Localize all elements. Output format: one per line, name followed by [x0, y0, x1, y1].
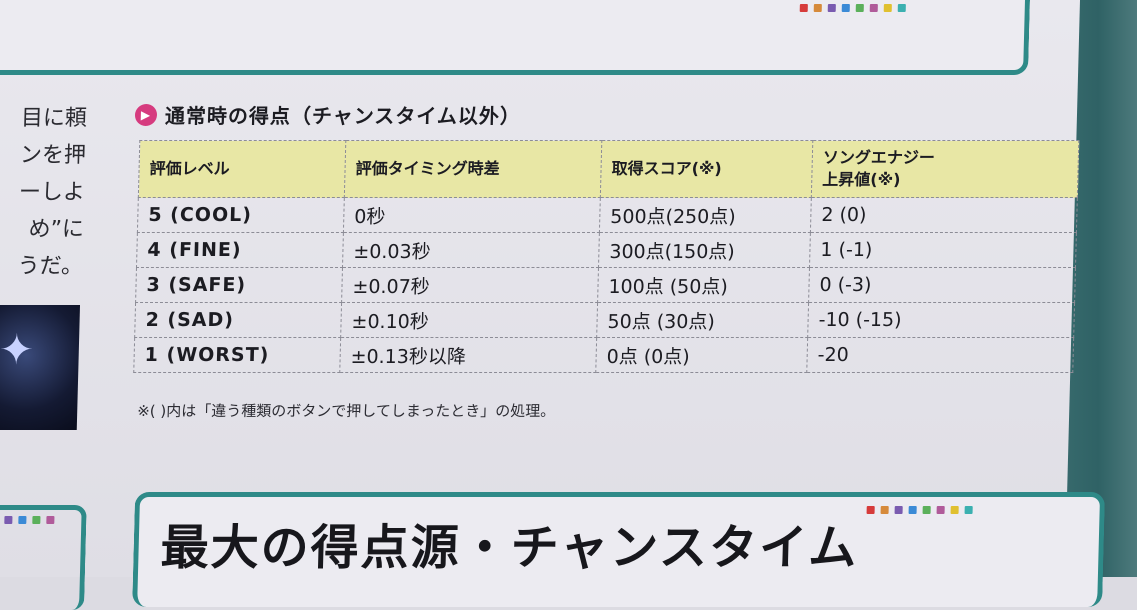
cell-energy: -20	[806, 337, 1074, 373]
cell-timing: 0秒	[343, 197, 601, 233]
cell-energy: 0 (-3)	[808, 267, 1076, 303]
play-triangle-icon: ▶	[134, 103, 158, 126]
color-dot	[869, 4, 878, 12]
left-line: ーしよ	[18, 180, 86, 205]
header-score: 取得スコア(※)	[600, 140, 813, 198]
table-row: 1 (WORST) ±0.13秒以降 0点 (0点) -20	[133, 337, 1074, 373]
left-line: め”に	[28, 217, 85, 242]
color-dot	[46, 516, 55, 524]
left-column-text: 目に頼 ンを押 ーしよ め”に うだ。	[0, 100, 87, 285]
left-line: 目に頼	[20, 106, 88, 131]
cell-energy: 1 (-1)	[809, 232, 1077, 268]
cell-level: 4 (FINE)	[136, 232, 344, 268]
color-dot	[32, 516, 41, 524]
cell-score: 300点(150点)	[598, 232, 811, 268]
score-table: 評価レベル 評価タイミング時差 取得スコア(※) ソングエナジー 上昇値(※) …	[133, 140, 1079, 373]
color-dot	[897, 4, 906, 12]
color-dot	[4, 516, 13, 524]
color-dots-top	[799, 4, 906, 12]
color-dots-left	[4, 516, 55, 524]
cell-score: 0点 (0点)	[595, 337, 808, 373]
cell-energy: -10 (-15)	[807, 302, 1075, 338]
cell-energy: 2 (0)	[810, 197, 1078, 233]
cell-timing: ±0.10秒	[340, 302, 598, 338]
cell-level: 3 (SAFE)	[135, 267, 343, 303]
cell-timing: ±0.13秒以降	[339, 337, 597, 373]
left-line: うだ。	[17, 254, 84, 279]
cell-level: 2 (SAD)	[134, 302, 342, 338]
next-section-heading: 最大の得点源・チャンスタイム	[159, 520, 859, 576]
cell-timing: ±0.07秒	[341, 267, 599, 303]
color-dot	[827, 4, 836, 12]
color-dot	[855, 4, 864, 12]
color-dot	[866, 506, 875, 514]
table-row: 3 (SAFE) ±0.07秒 100点 (50点) 0 (-3)	[135, 267, 1076, 303]
cell-timing: ±0.03秒	[342, 232, 600, 268]
color-dot	[922, 506, 931, 514]
footnote: ※( )内は「違う種類のボタンで押してしまったとき」の処理。	[137, 402, 556, 420]
color-dot	[813, 4, 822, 12]
cell-level: 5 (COOL)	[137, 197, 345, 233]
color-dot	[883, 4, 892, 12]
header-energy-line1: ソングエナジー	[822, 148, 936, 167]
color-dot	[18, 516, 27, 524]
table-row: 2 (SAD) ±0.10秒 50点 (30点) -10 (-15)	[134, 302, 1075, 338]
table-header-row: 評価レベル 評価タイミング時差 取得スコア(※) ソングエナジー 上昇値(※)	[138, 140, 1079, 198]
color-dot	[880, 506, 889, 514]
magazine-page: 目に頼 ンを押 ーしよ め”に うだ。 ✦ ▶ 通常時の得点（チャンスタイム以外…	[0, 0, 1106, 610]
color-dot	[799, 4, 808, 12]
table-row: 5 (COOL) 0秒 500点(250点) 2 (0)	[137, 197, 1078, 233]
color-dot	[908, 506, 917, 514]
color-dot	[936, 506, 945, 514]
header-level: 評価レベル	[138, 140, 346, 198]
table-row: 4 (FINE) ±0.03秒 300点(150点) 1 (-1)	[136, 232, 1077, 268]
left-line: ンを押	[19, 143, 87, 168]
color-dot	[950, 506, 959, 514]
color-dot	[841, 4, 850, 12]
header-energy-line2: 上昇値(※)	[822, 170, 901, 189]
cell-level: 1 (WORST)	[133, 337, 341, 373]
section-title-text: 通常時の得点（チャンスタイム以外）	[164, 104, 522, 128]
sparkle-icon: ✦	[0, 325, 35, 374]
section-title: ▶ 通常時の得点（チャンスタイム以外）	[134, 100, 522, 129]
color-dot	[964, 506, 973, 514]
color-dot	[894, 506, 903, 514]
header-timing: 評価タイミング時差	[344, 140, 602, 198]
header-energy: ソングエナジー 上昇値(※)	[811, 140, 1079, 198]
game-screenshot-image: ✦	[0, 305, 81, 430]
cell-score: 500点(250点)	[599, 197, 812, 233]
cell-score: 50点 (30点)	[596, 302, 809, 338]
cell-score: 100点 (50点)	[597, 267, 810, 303]
color-dots-bottom	[866, 506, 973, 514]
